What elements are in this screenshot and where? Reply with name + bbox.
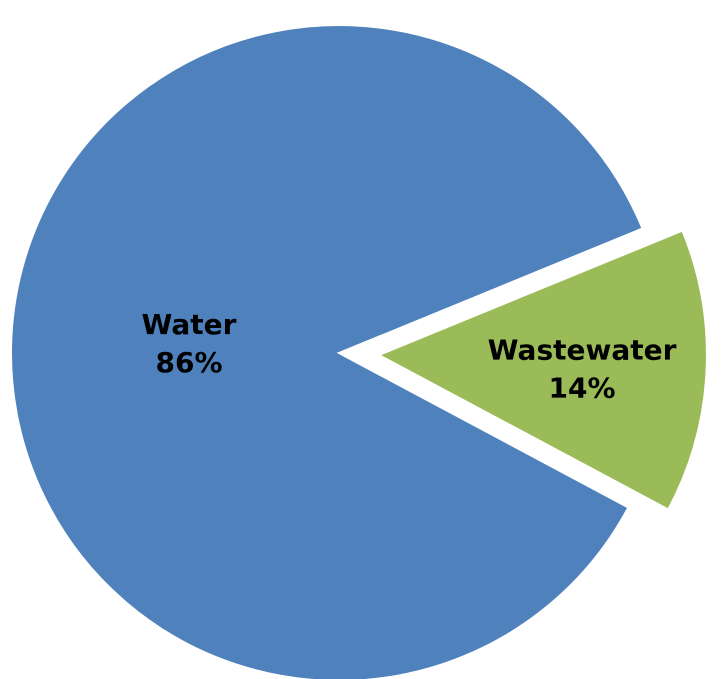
slice-label-value-water: 86% xyxy=(155,346,222,379)
slices-layer xyxy=(10,24,708,679)
slice-label-value-wastewater: 14% xyxy=(549,371,616,404)
slice-label-name-wastewater: Wastewater xyxy=(488,333,677,366)
pie-slice-wastewater xyxy=(376,229,708,511)
labels-layer: Wastewater 14% Water 86% xyxy=(142,308,677,404)
pie-slice-water xyxy=(10,24,644,679)
slice-label-name-water: Water xyxy=(142,308,237,341)
